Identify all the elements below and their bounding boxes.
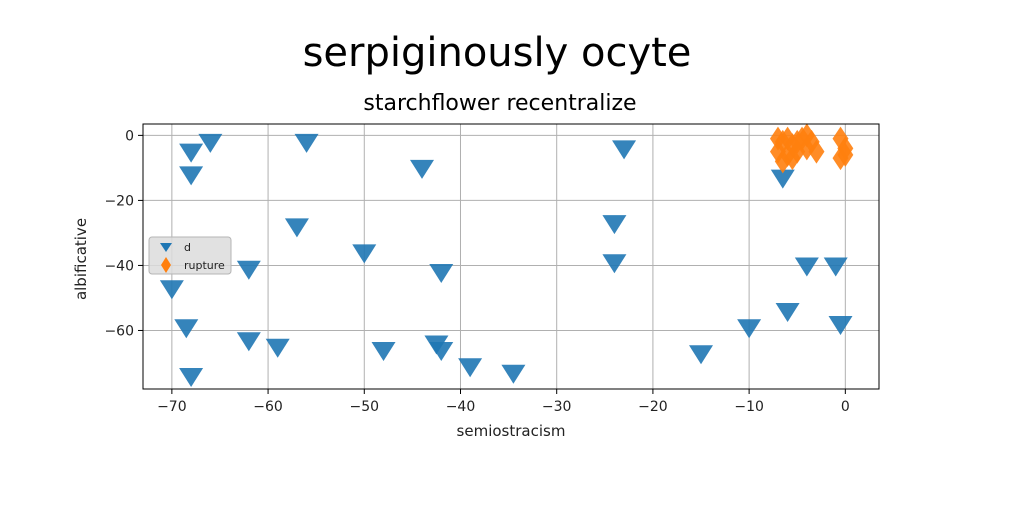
y-tick-label: −60	[104, 323, 134, 339]
data-point-d	[794, 257, 819, 277]
data-point-d	[737, 319, 762, 339]
data-point-d	[823, 257, 848, 277]
data-point-d	[501, 364, 526, 384]
series-layer	[159, 123, 854, 387]
data-point-d	[159, 280, 184, 300]
data-point-d	[689, 345, 714, 365]
legend-label-rupture: rupture	[184, 259, 225, 272]
chart-suptitle: serpiginously ocyte	[303, 30, 692, 76]
legend-label-d: d	[184, 241, 191, 254]
chart-title: starchflower recentralize	[363, 91, 636, 116]
data-point-d	[770, 169, 795, 189]
axis-ticks: −70 −60 −50 −40 −30 −20 −10 0 0 −20 −40 −60	[104, 128, 849, 415]
legend-marker-rupture	[161, 257, 171, 273]
x-tick-label: −20	[638, 399, 668, 415]
plot-area-frame	[142, 123, 880, 390]
data-point-d	[602, 254, 627, 274]
data-point-d	[198, 133, 223, 153]
data-point-d	[828, 315, 853, 335]
grid-lines	[143, 124, 879, 389]
data-point-d	[429, 263, 454, 283]
x-axis-label: semiostracism	[457, 422, 566, 440]
data-point-d	[284, 218, 309, 238]
data-point-d	[612, 140, 637, 160]
data-point-d	[602, 215, 627, 235]
data-point-d	[179, 143, 204, 163]
data-point-d	[352, 244, 377, 264]
data-point-rupture	[837, 142, 854, 167]
y-tick-label: 0	[125, 128, 134, 144]
y-axis-label: albificative	[72, 218, 90, 300]
x-tick-label: 0	[841, 399, 850, 415]
y-tick-label: −20	[104, 193, 134, 209]
data-point-rupture	[808, 139, 825, 164]
data-point-d	[775, 302, 800, 322]
x-tick-label: −10	[734, 399, 764, 415]
legend: d rupture	[148, 236, 232, 275]
data-point-d	[410, 159, 435, 179]
data-point-d	[174, 319, 199, 339]
data-point-rupture	[784, 146, 801, 171]
data-point-d	[458, 358, 483, 378]
data-point-d	[265, 338, 290, 358]
data-point-d	[236, 332, 261, 352]
x-tick-label: −70	[157, 399, 187, 415]
data-point-d	[294, 133, 319, 153]
data-point-d	[179, 166, 204, 186]
data-point-d	[236, 260, 261, 280]
x-tick-label: −40	[446, 399, 476, 415]
x-tick-label: −50	[350, 399, 380, 415]
data-point-d	[179, 367, 204, 387]
x-tick-label: −30	[542, 399, 572, 415]
y-tick-label: −40	[104, 258, 134, 274]
legend-marker-d	[160, 243, 172, 252]
data-point-d	[429, 341, 454, 361]
x-tick-label: −60	[253, 399, 283, 415]
data-point-d	[371, 341, 396, 361]
